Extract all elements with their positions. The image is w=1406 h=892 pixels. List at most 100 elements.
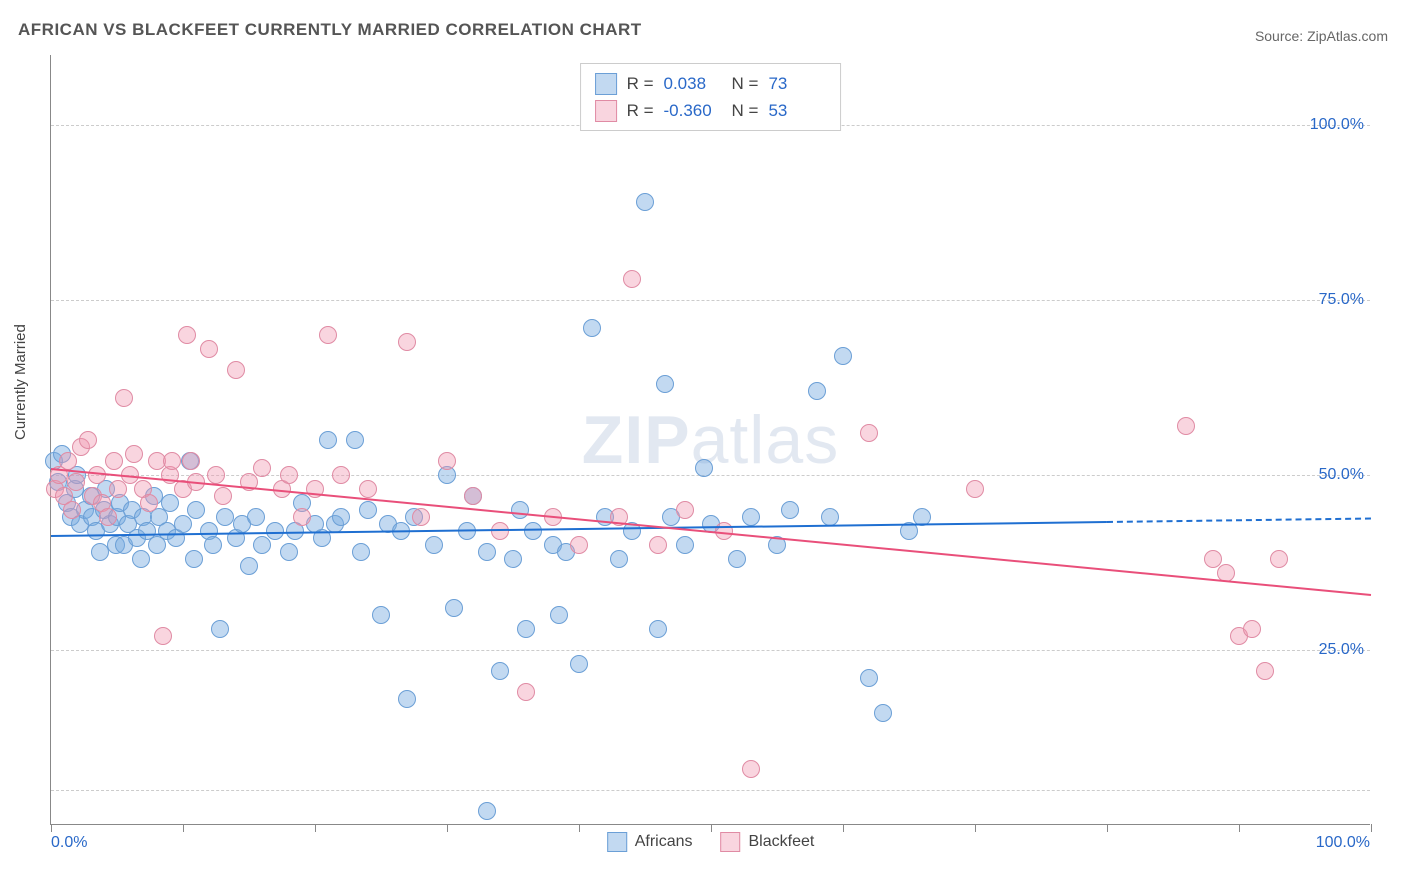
- data-point: [359, 480, 377, 498]
- data-point: [623, 270, 641, 288]
- data-point: [332, 466, 350, 484]
- data-point: [154, 627, 172, 645]
- data-point: [182, 452, 200, 470]
- data-point: [478, 802, 496, 820]
- data-point: [352, 543, 370, 561]
- data-point: [610, 550, 628, 568]
- x-tick: [1107, 824, 1108, 832]
- x-tick: [447, 824, 448, 832]
- gridline: [51, 300, 1370, 301]
- x-tick: [579, 824, 580, 832]
- data-point: [359, 501, 377, 519]
- n-label: N =: [732, 97, 759, 124]
- y-tick-label: 25.0%: [1319, 641, 1364, 659]
- data-point: [570, 655, 588, 673]
- swatch-blackfeet-icon: [720, 832, 740, 852]
- data-point: [132, 550, 150, 568]
- x-min-label: 0.0%: [51, 834, 87, 852]
- data-point: [280, 466, 298, 484]
- legend-label-blackfeet: Blackfeet: [748, 833, 814, 851]
- data-point: [372, 606, 390, 624]
- data-point: [79, 431, 97, 449]
- data-point: [649, 536, 667, 554]
- data-point: [204, 536, 222, 554]
- data-point: [570, 536, 588, 554]
- n-value-africans: 73: [768, 70, 826, 97]
- data-point: [99, 508, 117, 526]
- y-tick-label: 75.0%: [1319, 291, 1364, 309]
- data-point: [207, 466, 225, 484]
- data-point: [464, 487, 482, 505]
- data-point: [115, 389, 133, 407]
- data-point: [59, 452, 77, 470]
- data-point: [280, 543, 298, 561]
- data-point: [742, 508, 760, 526]
- data-point: [174, 515, 192, 533]
- data-point: [187, 501, 205, 519]
- data-point: [425, 536, 443, 554]
- data-point: [834, 347, 852, 365]
- trend-line: [1107, 517, 1371, 522]
- chart-container: AFRICAN VS BLACKFEET CURRENTLY MARRIED C…: [0, 0, 1406, 892]
- data-point: [583, 319, 601, 337]
- data-point: [874, 704, 892, 722]
- n-value-blackfeet: 53: [768, 97, 826, 124]
- data-point: [214, 487, 232, 505]
- x-tick: [843, 824, 844, 832]
- y-tick-label: 50.0%: [1319, 466, 1364, 484]
- data-point: [491, 662, 509, 680]
- data-point: [511, 501, 529, 519]
- data-point: [161, 494, 179, 512]
- data-point: [728, 550, 746, 568]
- x-tick: [711, 824, 712, 832]
- r-label: R =: [627, 70, 654, 97]
- data-point: [240, 557, 258, 575]
- data-point: [504, 550, 522, 568]
- data-point: [524, 522, 542, 540]
- data-point: [319, 326, 337, 344]
- legend-item-blackfeet: Blackfeet: [720, 832, 814, 852]
- x-tick: [315, 824, 316, 832]
- data-point: [346, 431, 364, 449]
- legend-item-africans: Africans: [607, 832, 693, 852]
- x-tick: [975, 824, 976, 832]
- data-point: [438, 452, 456, 470]
- data-point: [676, 536, 694, 554]
- data-point: [332, 508, 350, 526]
- data-point: [247, 508, 265, 526]
- data-point: [445, 599, 463, 617]
- x-tick: [1371, 824, 1372, 832]
- data-point: [860, 424, 878, 442]
- watermark-bold: ZIP: [582, 402, 691, 478]
- data-point: [253, 459, 271, 477]
- data-point: [63, 501, 81, 519]
- data-point: [781, 501, 799, 519]
- data-point: [412, 508, 430, 526]
- data-point: [649, 620, 667, 638]
- data-point: [1256, 662, 1274, 680]
- data-point: [517, 683, 535, 701]
- data-point: [550, 606, 568, 624]
- swatch-blackfeet: [595, 100, 617, 122]
- gridline: [51, 790, 1370, 791]
- r-value-africans: 0.038: [664, 70, 722, 97]
- data-point: [1243, 620, 1261, 638]
- data-point: [742, 760, 760, 778]
- data-point: [808, 382, 826, 400]
- y-tick-label: 100.0%: [1310, 116, 1364, 134]
- data-point: [163, 452, 181, 470]
- x-max-label: 100.0%: [1316, 834, 1370, 852]
- plot-area: ZIPatlas R = 0.038 N = 73 R = -0.360 N =…: [50, 55, 1370, 825]
- data-point: [517, 620, 535, 638]
- swatch-africans: [595, 73, 617, 95]
- stats-row-blackfeet: R = -0.360 N = 53: [595, 97, 827, 124]
- data-point: [211, 620, 229, 638]
- data-point: [200, 340, 218, 358]
- r-value-blackfeet: -0.360: [664, 97, 722, 124]
- data-point: [821, 508, 839, 526]
- data-point: [398, 333, 416, 351]
- data-point: [676, 501, 694, 519]
- data-point: [860, 669, 878, 687]
- data-point: [966, 480, 984, 498]
- y-axis-title: Currently Married: [12, 324, 29, 440]
